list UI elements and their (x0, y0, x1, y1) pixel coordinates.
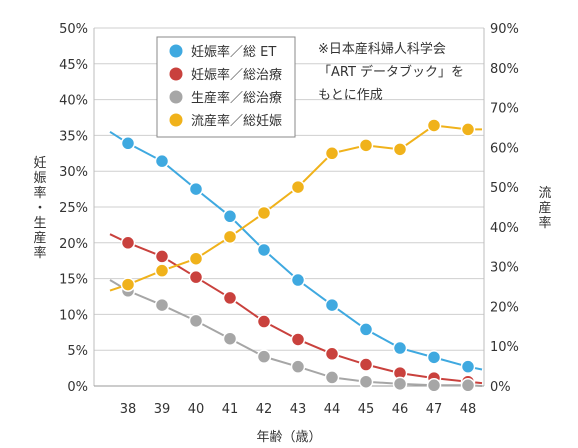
right-tick-label: 70% (490, 102, 519, 117)
legend-label: 流産率／総妊娠 (191, 113, 282, 129)
data-point (120, 235, 136, 251)
left-tick-label: 10% (59, 308, 88, 323)
x-tick-label: 46 (392, 402, 409, 417)
data-point (222, 290, 238, 306)
x-tick-label: 45 (358, 402, 375, 417)
right-tick-label: 30% (490, 261, 519, 276)
left-tick-label: 0% (67, 380, 88, 395)
left-tick-label: 5% (67, 344, 88, 359)
x-tick-label: 48 (460, 402, 477, 417)
left-axis-label: 妊娠率・生産率 (33, 156, 46, 261)
x-tick-label: 42 (256, 402, 273, 417)
note-line-2: 「ART データブック」を (318, 64, 464, 80)
left-tick-label: 15% (59, 273, 88, 288)
data-point (426, 350, 442, 365)
x-axis-ticks: 38 39 40 41 42 43 44 45 46 47 48 (120, 402, 477, 417)
data-point (392, 142, 408, 157)
legend-marker (169, 90, 183, 104)
data-point (460, 122, 476, 137)
data-point (392, 340, 408, 356)
legend-marker (169, 67, 183, 81)
data-point (358, 322, 374, 337)
note-line-1: ※日本産科婦人科学会 (318, 41, 446, 57)
data-point (324, 297, 340, 313)
legend-marker (169, 113, 183, 127)
x-tick-label: 43 (290, 402, 307, 417)
data-point (290, 359, 306, 374)
data-point (188, 181, 204, 197)
gridlines (93, 27, 485, 387)
left-tick-label: 25% (59, 201, 88, 216)
data-point (120, 277, 136, 292)
data-point (120, 136, 136, 151)
data-point (358, 357, 374, 372)
data-point (392, 376, 408, 392)
data-point (154, 297, 170, 313)
data-point (154, 153, 170, 169)
data-point (256, 242, 272, 258)
note: ※日本産科婦人科学会 「ART データブック」を もとに作成 (318, 41, 464, 103)
right-tick-label: 10% (490, 340, 519, 355)
legend-label: 妊娠率／総 ET (191, 44, 276, 60)
x-tick-label: 39 (154, 402, 171, 417)
data-point (256, 314, 272, 329)
left-tick-label: 50% (59, 22, 88, 37)
data-point (222, 229, 238, 245)
right-tick-label: 50% (490, 181, 519, 196)
x-tick-label: 40 (188, 402, 205, 417)
x-tick-label: 44 (324, 402, 341, 417)
right-tick-label: 20% (490, 300, 519, 315)
data-point (324, 370, 340, 385)
right-tick-label: 0% (490, 380, 511, 395)
data-point (324, 146, 340, 161)
data-point (358, 138, 374, 153)
legend-label: 妊娠率／総治療 (191, 67, 282, 83)
data-point (426, 378, 442, 393)
right-tick-label: 60% (490, 141, 519, 156)
legend-marker (169, 44, 183, 58)
data-point (290, 332, 306, 347)
data-point (256, 349, 272, 364)
right-tick-label: 80% (490, 62, 519, 77)
right-axis-label: 流産率 (538, 186, 551, 231)
data-point (460, 359, 476, 374)
data-point (222, 331, 238, 346)
data-point (358, 374, 374, 389)
data-point (324, 346, 340, 362)
data-point (154, 263, 170, 278)
left-tick-label: 35% (59, 129, 88, 144)
data-point (256, 205, 272, 221)
series-group (109, 118, 483, 393)
left-tick-label: 20% (59, 237, 88, 252)
x-axis-label: 年齢（歳） (256, 430, 321, 445)
right-axis-ticks: 0% 10% 20% 30% 40% 50% 60% 70% 80% 90% (490, 22, 519, 395)
data-point (188, 313, 204, 329)
legend-label: 生産率／総治療 (191, 90, 282, 106)
data-point (426, 118, 442, 133)
x-tick-label: 38 (120, 402, 137, 417)
left-tick-label: 45% (59, 58, 88, 73)
data-point (290, 179, 306, 195)
x-tick-label: 41 (222, 402, 239, 417)
right-tick-label: 40% (490, 221, 519, 236)
data-point (290, 272, 306, 288)
data-point (222, 209, 238, 224)
data-point (188, 269, 204, 285)
left-tick-label: 30% (59, 165, 88, 180)
left-tick-label: 40% (59, 94, 88, 109)
left-axis-ticks: 0% 5% 10% 15% 20% 25% 30% 35% 40% 45% 50% (59, 22, 88, 395)
note-line-3: もとに作成 (318, 88, 383, 103)
right-tick-label: 90% (490, 22, 519, 37)
data-point (460, 378, 476, 393)
data-point (154, 249, 170, 264)
x-tick-label: 47 (426, 402, 443, 417)
data-point (188, 251, 204, 266)
